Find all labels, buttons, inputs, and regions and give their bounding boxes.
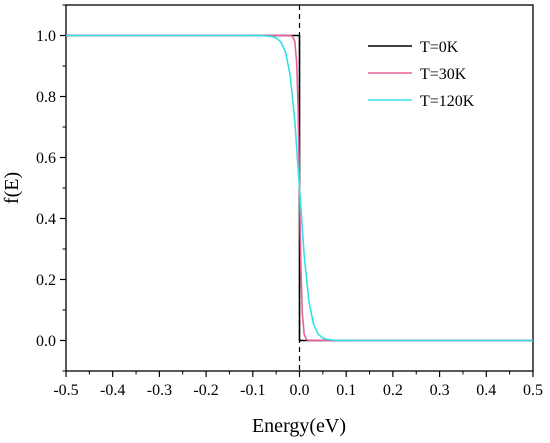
x-tick-label: -0.1 bbox=[240, 382, 265, 399]
y-tick-label: 0.8 bbox=[36, 89, 56, 106]
x-tick-label: -0.3 bbox=[147, 382, 172, 399]
x-tick-label: 0.3 bbox=[430, 382, 450, 399]
series-layer bbox=[66, 34, 533, 342]
y-tick-label: 0.2 bbox=[36, 272, 56, 289]
legend-label: T=120K bbox=[420, 93, 475, 110]
x-tick-label: -0.2 bbox=[193, 382, 218, 399]
legend: T=0K T=30K T=120K bbox=[368, 39, 475, 110]
legend-label: T=30K bbox=[420, 66, 467, 83]
y-tick-label: 0.0 bbox=[36, 333, 56, 350]
labels-layer: -0.5 -0.4 -0.3 -0.2 -0.1 0.0 0.1 0.2 0.3 0.4 0.5 0.… bbox=[36, 28, 543, 399]
y-tick-label: 0.4 bbox=[36, 211, 56, 228]
ticks-layer bbox=[60, 4, 534, 377]
legend-label: T=0K bbox=[420, 39, 459, 56]
y-axis-title: f(E) bbox=[1, 172, 23, 204]
series-line-2 bbox=[66, 34, 533, 342]
x-tick-label: 0.4 bbox=[476, 382, 496, 399]
x-axis-title: Energy(eV) bbox=[252, 415, 346, 437]
y-tick-label: 1.0 bbox=[36, 28, 56, 45]
x-tick-label: 0.0 bbox=[290, 382, 310, 399]
x-tick-label: 0.1 bbox=[336, 382, 356, 399]
x-tick-label: -0.4 bbox=[100, 382, 125, 399]
x-tick-label: 0.2 bbox=[383, 382, 403, 399]
x-tick-label: 0.5 bbox=[523, 382, 543, 399]
x-tick-label: -0.5 bbox=[53, 382, 78, 399]
y-tick-label: 0.6 bbox=[36, 150, 56, 167]
